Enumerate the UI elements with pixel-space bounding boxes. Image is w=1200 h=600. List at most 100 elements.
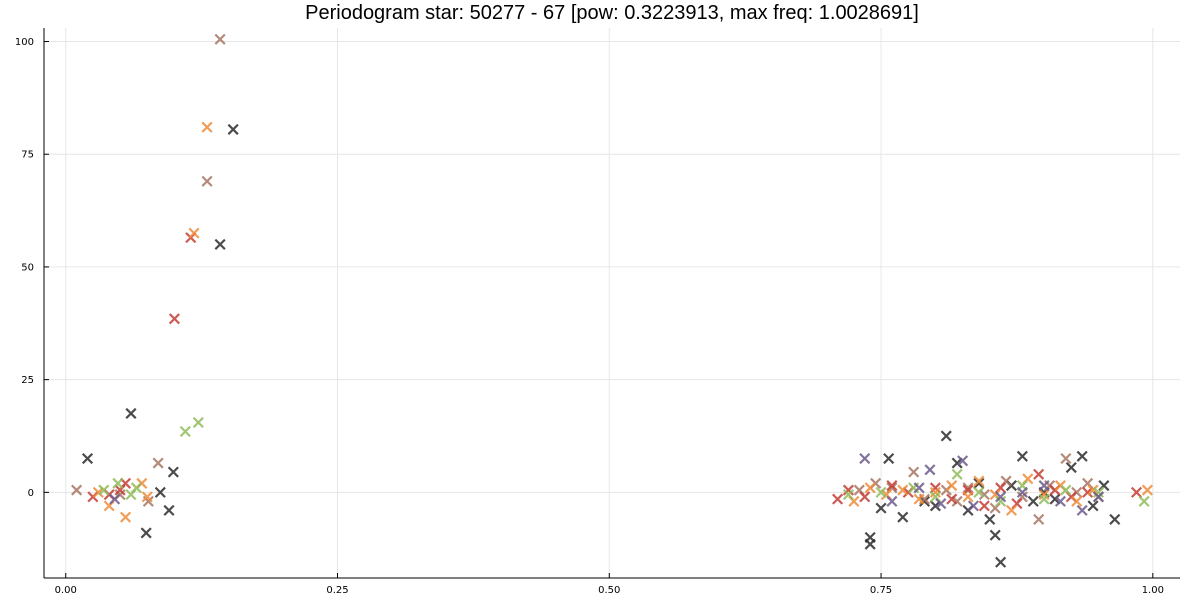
data-point	[71, 484, 83, 496]
series-1	[71, 33, 1105, 525]
data-point	[978, 500, 990, 512]
data-point	[201, 175, 213, 187]
x-tick-label: 0.25	[326, 585, 348, 596]
y-tick-label: 75	[21, 150, 34, 161]
data-point	[962, 491, 974, 503]
data-point	[886, 480, 898, 492]
data-point	[875, 486, 887, 498]
data-point	[1049, 493, 1061, 505]
y-tick-label: 100	[15, 37, 34, 48]
data-point	[1071, 495, 1083, 507]
data-point	[957, 455, 969, 467]
grid-lines	[44, 28, 1180, 578]
series-5	[109, 452, 1105, 516]
data-point	[984, 513, 996, 525]
data-point	[924, 464, 936, 476]
data-point	[973, 486, 985, 498]
data-point	[1054, 495, 1066, 507]
data-point	[1087, 500, 1099, 512]
data-point	[935, 498, 947, 510]
x-tick-label: 0.50	[598, 585, 620, 596]
data-point	[214, 238, 226, 250]
data-point	[1005, 504, 1018, 516]
data-point	[832, 493, 844, 505]
data-point	[130, 482, 142, 494]
data-point	[864, 482, 876, 494]
data-point	[163, 504, 175, 516]
data-point	[168, 313, 181, 325]
series-2	[87, 232, 1143, 512]
data-point	[154, 486, 166, 498]
data-point	[125, 407, 137, 420]
y-tick-label: 25	[21, 375, 34, 386]
data-point	[962, 482, 974, 494]
data-point	[978, 489, 990, 501]
data-point	[201, 121, 213, 133]
data-point	[995, 556, 1007, 568]
data-point	[1076, 450, 1088, 462]
x-tick-label: 1.00	[1142, 585, 1164, 596]
data-point	[995, 491, 1007, 503]
y-tick-label: 50	[21, 262, 34, 273]
data-point	[918, 495, 931, 507]
data-point	[973, 477, 985, 489]
data-point	[883, 452, 895, 465]
data-point	[886, 495, 898, 507]
data-point	[929, 500, 941, 512]
x-tick-label: 0.75	[870, 585, 892, 596]
data-point	[1065, 461, 1077, 474]
data-point	[951, 457, 963, 469]
data-point	[946, 493, 958, 505]
data-point	[913, 493, 925, 505]
x-tick-label: 0.00	[55, 585, 77, 596]
data-point	[1038, 480, 1050, 492]
data-point	[951, 468, 963, 480]
tick-labels: 0.00 0.25 0.50 0.75 1.00 0 25 50 75 100	[15, 37, 1164, 596]
data-point	[1038, 493, 1050, 505]
data-point	[940, 430, 952, 442]
data-point	[98, 484, 110, 496]
data-point	[1141, 484, 1153, 496]
chart-title: Periodogram star: 50277 - 67 [pow: 0.322…	[305, 2, 919, 24]
data-point	[1060, 484, 1072, 496]
data-point	[951, 495, 963, 507]
data-point	[967, 500, 980, 512]
data-point	[140, 527, 152, 539]
y-tick-label: 0	[28, 488, 34, 499]
data-point	[1016, 450, 1028, 462]
data-point	[1033, 468, 1045, 480]
data-point	[1138, 495, 1150, 507]
data-point	[192, 416, 204, 429]
data-point	[92, 486, 104, 498]
data-point	[119, 511, 132, 523]
data-point	[112, 477, 124, 489]
data-point	[81, 452, 94, 465]
data-point	[864, 538, 876, 550]
data-point	[1033, 513, 1045, 525]
data-point	[188, 227, 200, 239]
data-point	[119, 477, 132, 489]
data-point	[1076, 504, 1088, 516]
data-point	[141, 491, 153, 503]
data-point	[897, 511, 909, 523]
data-point	[1092, 491, 1105, 503]
data-point	[1082, 486, 1094, 498]
data-point	[1027, 495, 1039, 507]
series-0	[81, 123, 1121, 568]
data-point	[859, 452, 871, 465]
data-points	[71, 33, 1153, 568]
axes	[43, 28, 1180, 579]
data-point	[875, 502, 887, 514]
data-point	[214, 33, 226, 45]
data-point	[109, 493, 121, 505]
data-point	[179, 425, 191, 438]
data-point	[1016, 486, 1028, 498]
data-point	[913, 482, 925, 494]
data-point	[1060, 452, 1072, 465]
data-point	[989, 529, 1001, 541]
data-point	[1109, 513, 1121, 525]
series-3	[92, 121, 1153, 523]
data-point	[842, 489, 854, 501]
data-point	[1130, 486, 1143, 498]
data-point	[152, 457, 164, 469]
